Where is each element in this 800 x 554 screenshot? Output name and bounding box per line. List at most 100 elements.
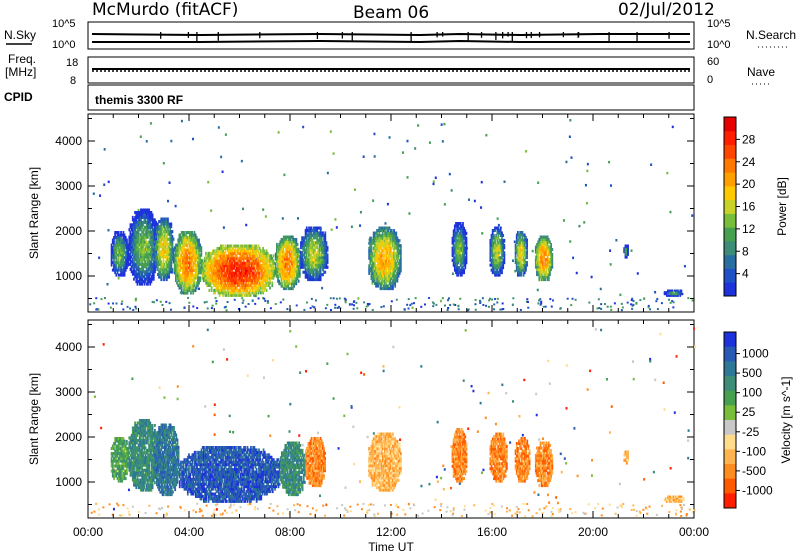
echo-cell (229, 271, 231, 275)
echo-cell (128, 255, 131, 259)
echo-cell (240, 293, 243, 297)
echo-cell (223, 283, 226, 287)
echo-cell (372, 266, 375, 270)
echo-cell (184, 243, 187, 247)
echo-cell (305, 251, 308, 255)
echo-cell (497, 271, 500, 275)
echo-cell (376, 241, 378, 245)
echo-cell (311, 268, 314, 272)
echo-cell (377, 256, 380, 260)
echo-cell (171, 245, 174, 249)
echo-cell (536, 248, 538, 252)
echo-cell (256, 261, 259, 265)
echo-cell (161, 265, 164, 269)
echo-cell (309, 270, 312, 274)
echo-cell (310, 270, 313, 274)
echo-cell (137, 250, 140, 254)
echo-cell (392, 234, 394, 238)
echo-cell (376, 266, 378, 270)
echo-cell (319, 275, 322, 279)
echo-cell (395, 256, 398, 260)
echo-cell (264, 259, 267, 263)
echo-cell (539, 245, 542, 249)
echo-cell (382, 284, 385, 288)
echo-cell (165, 252, 168, 256)
echo-cell (181, 281, 184, 285)
echo-cell (150, 230, 153, 234)
echo-cell (386, 279, 389, 283)
echo-cell (310, 228, 313, 233)
echo-cell (167, 272, 169, 277)
echo-cell (382, 229, 385, 233)
echo-cell (145, 262, 148, 266)
echo-cell (147, 208, 149, 212)
echo-cell (371, 259, 374, 263)
echo-cell (525, 266, 527, 270)
echo-cell (223, 269, 226, 273)
echo-cell (185, 263, 188, 267)
scatter-dot (373, 132, 376, 136)
echo-cell (265, 274, 268, 278)
echo-cell (277, 257, 279, 261)
echo-cell (149, 225, 152, 229)
echo-cell (459, 234, 462, 238)
echo-cell (200, 261, 203, 265)
echo-cell (248, 274, 251, 278)
echo-cell (186, 268, 189, 272)
echo-cell (371, 251, 374, 255)
echo-cell (213, 281, 215, 285)
echo-cell (279, 257, 282, 261)
ground-dot (609, 305, 612, 308)
echo-cell (215, 281, 218, 285)
echo-cell (279, 272, 282, 276)
echo-cell (117, 261, 120, 265)
echo-cell (163, 262, 166, 266)
echo-cell (397, 244, 400, 248)
echo-cell (373, 249, 376, 253)
echo-cell (194, 263, 197, 267)
ground-dot (95, 297, 98, 300)
echo-cell (145, 277, 148, 281)
echo-cell (278, 257, 281, 261)
echo-cell (373, 266, 376, 270)
echo-cell (378, 269, 381, 273)
echo-cell (287, 284, 290, 288)
echo-cell (190, 251, 192, 255)
echo-cell (200, 268, 203, 272)
echo-cell (176, 268, 178, 272)
echo-cell (293, 264, 295, 269)
echo-cell (295, 277, 298, 281)
echo-cell (301, 265, 304, 269)
echo-cell (455, 239, 457, 243)
echo-cell (176, 266, 178, 270)
echo-cell (261, 286, 263, 290)
echo-cell (151, 215, 154, 219)
echo-cell (322, 246, 324, 250)
echo-cell (285, 257, 287, 261)
echo-cell (222, 244, 224, 248)
echo-cell (120, 248, 122, 252)
ground-dot (540, 300, 543, 303)
echo-cell (517, 233, 519, 237)
echo-cell (218, 259, 221, 263)
echo-cell (138, 225, 141, 229)
echo-cell (128, 235, 131, 239)
echo-cell (203, 274, 206, 278)
echo-cell (302, 243, 305, 247)
echo-cell (388, 259, 391, 263)
echo-cell (456, 234, 459, 238)
echo-cell (143, 277, 146, 281)
echo-cell (371, 271, 374, 275)
echo-cell (168, 260, 170, 264)
echo-cell (206, 279, 208, 283)
echo-cell (201, 271, 204, 275)
echo-cell (221, 264, 223, 268)
echo-cell (251, 291, 254, 295)
echo-cell (231, 293, 234, 297)
echo-cell (378, 234, 381, 238)
echo-cell (194, 238, 197, 242)
echo-cell (287, 282, 290, 286)
ground-dot (407, 307, 410, 310)
echo-cell (186, 263, 189, 267)
echo-cell (288, 274, 291, 278)
